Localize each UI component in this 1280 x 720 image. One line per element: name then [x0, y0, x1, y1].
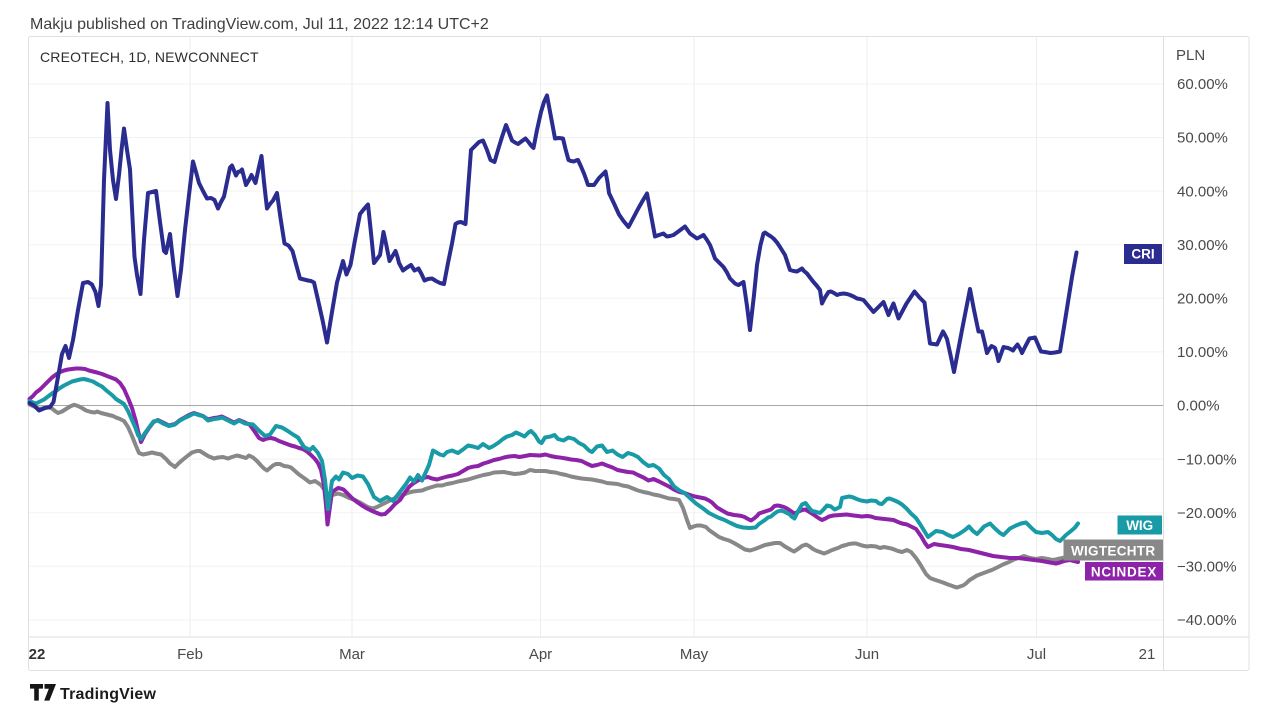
- svg-text:Feb: Feb: [177, 646, 203, 663]
- svg-text:60.00%: 60.00%: [1177, 76, 1228, 93]
- svg-text:WIG: WIG: [1126, 518, 1153, 533]
- svg-text:CREOTECH, 1D, NEWCONNECT: CREOTECH, 1D, NEWCONNECT: [40, 49, 259, 65]
- svg-text:Makju published on TradingView: Makju published on TradingView.com, Jul …: [30, 16, 489, 33]
- svg-text:Apr: Apr: [529, 646, 552, 663]
- svg-text:PLN: PLN: [1176, 47, 1205, 64]
- svg-text:30.00%: 30.00%: [1177, 237, 1228, 254]
- svg-text:20.00%: 20.00%: [1177, 291, 1228, 308]
- svg-text:40.00%: 40.00%: [1177, 183, 1228, 200]
- svg-text:CRI: CRI: [1131, 247, 1154, 262]
- svg-text:10.00%: 10.00%: [1177, 344, 1228, 361]
- svg-text:−10.00%: −10.00%: [1177, 451, 1237, 468]
- svg-text:Jun: Jun: [855, 646, 879, 663]
- svg-text:50.00%: 50.00%: [1177, 130, 1228, 147]
- svg-text:−40.00%: −40.00%: [1177, 612, 1237, 629]
- svg-text:Mar: Mar: [339, 646, 365, 663]
- svg-text:22: 22: [29, 646, 46, 663]
- svg-text:WIGTECHTR: WIGTECHTR: [1071, 544, 1155, 559]
- svg-text:TradingView: TradingView: [60, 686, 157, 703]
- svg-text:−20.00%: −20.00%: [1177, 505, 1237, 522]
- svg-text:May: May: [680, 646, 709, 663]
- svg-text:Jul: Jul: [1027, 646, 1046, 663]
- svg-text:−30.00%: −30.00%: [1177, 559, 1237, 576]
- svg-text:0.00%: 0.00%: [1177, 398, 1220, 415]
- svg-text:21: 21: [1139, 646, 1156, 663]
- svg-text:NCINDEX: NCINDEX: [1091, 565, 1157, 580]
